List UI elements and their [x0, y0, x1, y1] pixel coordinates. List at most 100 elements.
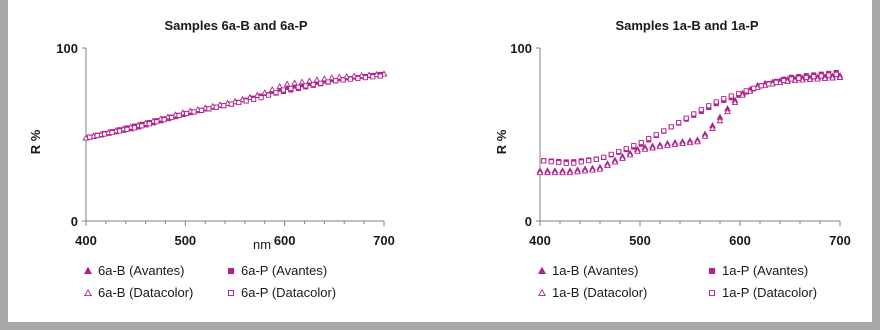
- legend-label: 1a-P (Avantes): [722, 263, 808, 278]
- data-point: [155, 120, 159, 124]
- data-point: [252, 97, 256, 101]
- data-point: [281, 88, 285, 92]
- data-point: [752, 86, 756, 90]
- y-axis-label: R %: [28, 129, 43, 154]
- y-tick-label: 100: [56, 41, 78, 56]
- data-point: [834, 72, 838, 76]
- legend: 1a-B (Avantes) 1a-P (Avantes) 1a-B (Dataco…: [539, 263, 817, 300]
- data-point: [812, 75, 816, 79]
- data-point: [737, 91, 741, 95]
- series-filled-square: [542, 71, 839, 165]
- data-point: [594, 157, 598, 161]
- data-point: [744, 89, 748, 93]
- x-tick-label: 700: [373, 233, 395, 248]
- data-point: [140, 124, 144, 128]
- data-point: [609, 152, 613, 156]
- data-point: [229, 102, 233, 106]
- data-point: [819, 74, 823, 78]
- legend-item: 1a-P (Avantes): [709, 263, 808, 278]
- data-point: [341, 78, 345, 82]
- data-point: [587, 159, 591, 163]
- data-point: [654, 133, 658, 137]
- legend-label: 6a-B (Datacolor): [98, 285, 193, 300]
- y-tick-label: 100: [510, 41, 532, 56]
- x-tick-label: 400: [75, 233, 97, 248]
- data-point: [639, 140, 643, 144]
- y-tick-label: 0: [71, 214, 78, 229]
- data-point: [207, 107, 211, 111]
- legend-marker: [709, 268, 714, 273]
- data-point: [348, 77, 352, 81]
- series-open-square: [542, 72, 839, 165]
- data-point: [162, 118, 166, 122]
- data-point: [117, 129, 121, 133]
- data-point: [804, 75, 808, 79]
- data-point: [714, 100, 718, 104]
- data-point: [222, 104, 226, 108]
- data-point: [170, 115, 174, 119]
- data-point: [782, 79, 786, 83]
- data-point: [259, 96, 263, 100]
- legend-label: 1a-B (Avantes): [552, 263, 638, 278]
- legend: 6a-B (Avantes) 6a-P (Avantes) 6a-B (Dataco…: [85, 263, 336, 300]
- data-point: [647, 137, 651, 141]
- data-point: [549, 160, 553, 164]
- data-point: [110, 130, 114, 134]
- data-point: [244, 99, 248, 103]
- legend-marker: [709, 290, 714, 295]
- legend-label: 1a-P (Datacolor): [722, 285, 817, 300]
- x-tick-label: 500: [629, 233, 651, 248]
- data-point: [759, 84, 763, 88]
- data-point: [285, 81, 290, 86]
- data-point: [602, 155, 606, 159]
- legend-marker: [85, 290, 91, 296]
- data-point: [699, 108, 703, 112]
- data-point: [296, 85, 300, 89]
- data-point: [289, 86, 293, 90]
- data-point: [707, 104, 711, 108]
- data-point: [542, 159, 546, 163]
- data-point: [199, 108, 203, 112]
- data-point: [557, 161, 561, 165]
- data-point: [363, 76, 367, 80]
- data-point: [572, 161, 576, 165]
- data-point: [371, 75, 375, 79]
- y-tick-label: 0: [525, 214, 532, 229]
- series-filled-triangle: [537, 73, 842, 173]
- legend-label: 6a-P (Datacolor): [241, 285, 336, 300]
- x-axis-label: nm: [253, 237, 271, 252]
- data-point: [692, 112, 696, 116]
- legend-item: 6a-P (Avantes): [228, 263, 327, 278]
- plot-area: 0 100 400 500 600 700: [56, 41, 395, 248]
- data-point: [767, 82, 771, 86]
- x-tick-label: 700: [829, 233, 851, 248]
- data-point: [299, 79, 304, 84]
- legend-label: 6a-B (Avantes): [98, 263, 184, 278]
- legend-marker: [85, 268, 91, 274]
- data-point: [632, 144, 636, 148]
- x-tick-label: 600: [729, 233, 751, 248]
- legend-marker: [228, 268, 233, 273]
- data-point: [662, 129, 666, 133]
- x-tick-label: 500: [174, 233, 196, 248]
- data-point: [617, 149, 621, 153]
- data-point: [356, 76, 360, 80]
- data-point: [797, 76, 801, 80]
- data-point: [237, 101, 241, 105]
- data-point: [192, 110, 196, 114]
- data-point: [292, 80, 297, 85]
- data-point: [564, 161, 568, 165]
- data-point: [304, 84, 308, 88]
- legend-item: 1a-B (Avantes): [539, 263, 639, 278]
- data-point: [103, 132, 107, 136]
- data-point: [827, 73, 831, 77]
- chart-6a: Samples 6a-B and 6a-P 0100400 500 600 700 n…: [28, 18, 395, 300]
- data-point: [214, 105, 218, 109]
- data-point: [684, 116, 688, 120]
- x-tick-label: 600: [274, 233, 296, 248]
- data-point: [125, 127, 129, 131]
- legend-item: 1a-B (Datacolor): [539, 285, 648, 300]
- legend-marker: [539, 268, 545, 274]
- data-point: [177, 113, 181, 117]
